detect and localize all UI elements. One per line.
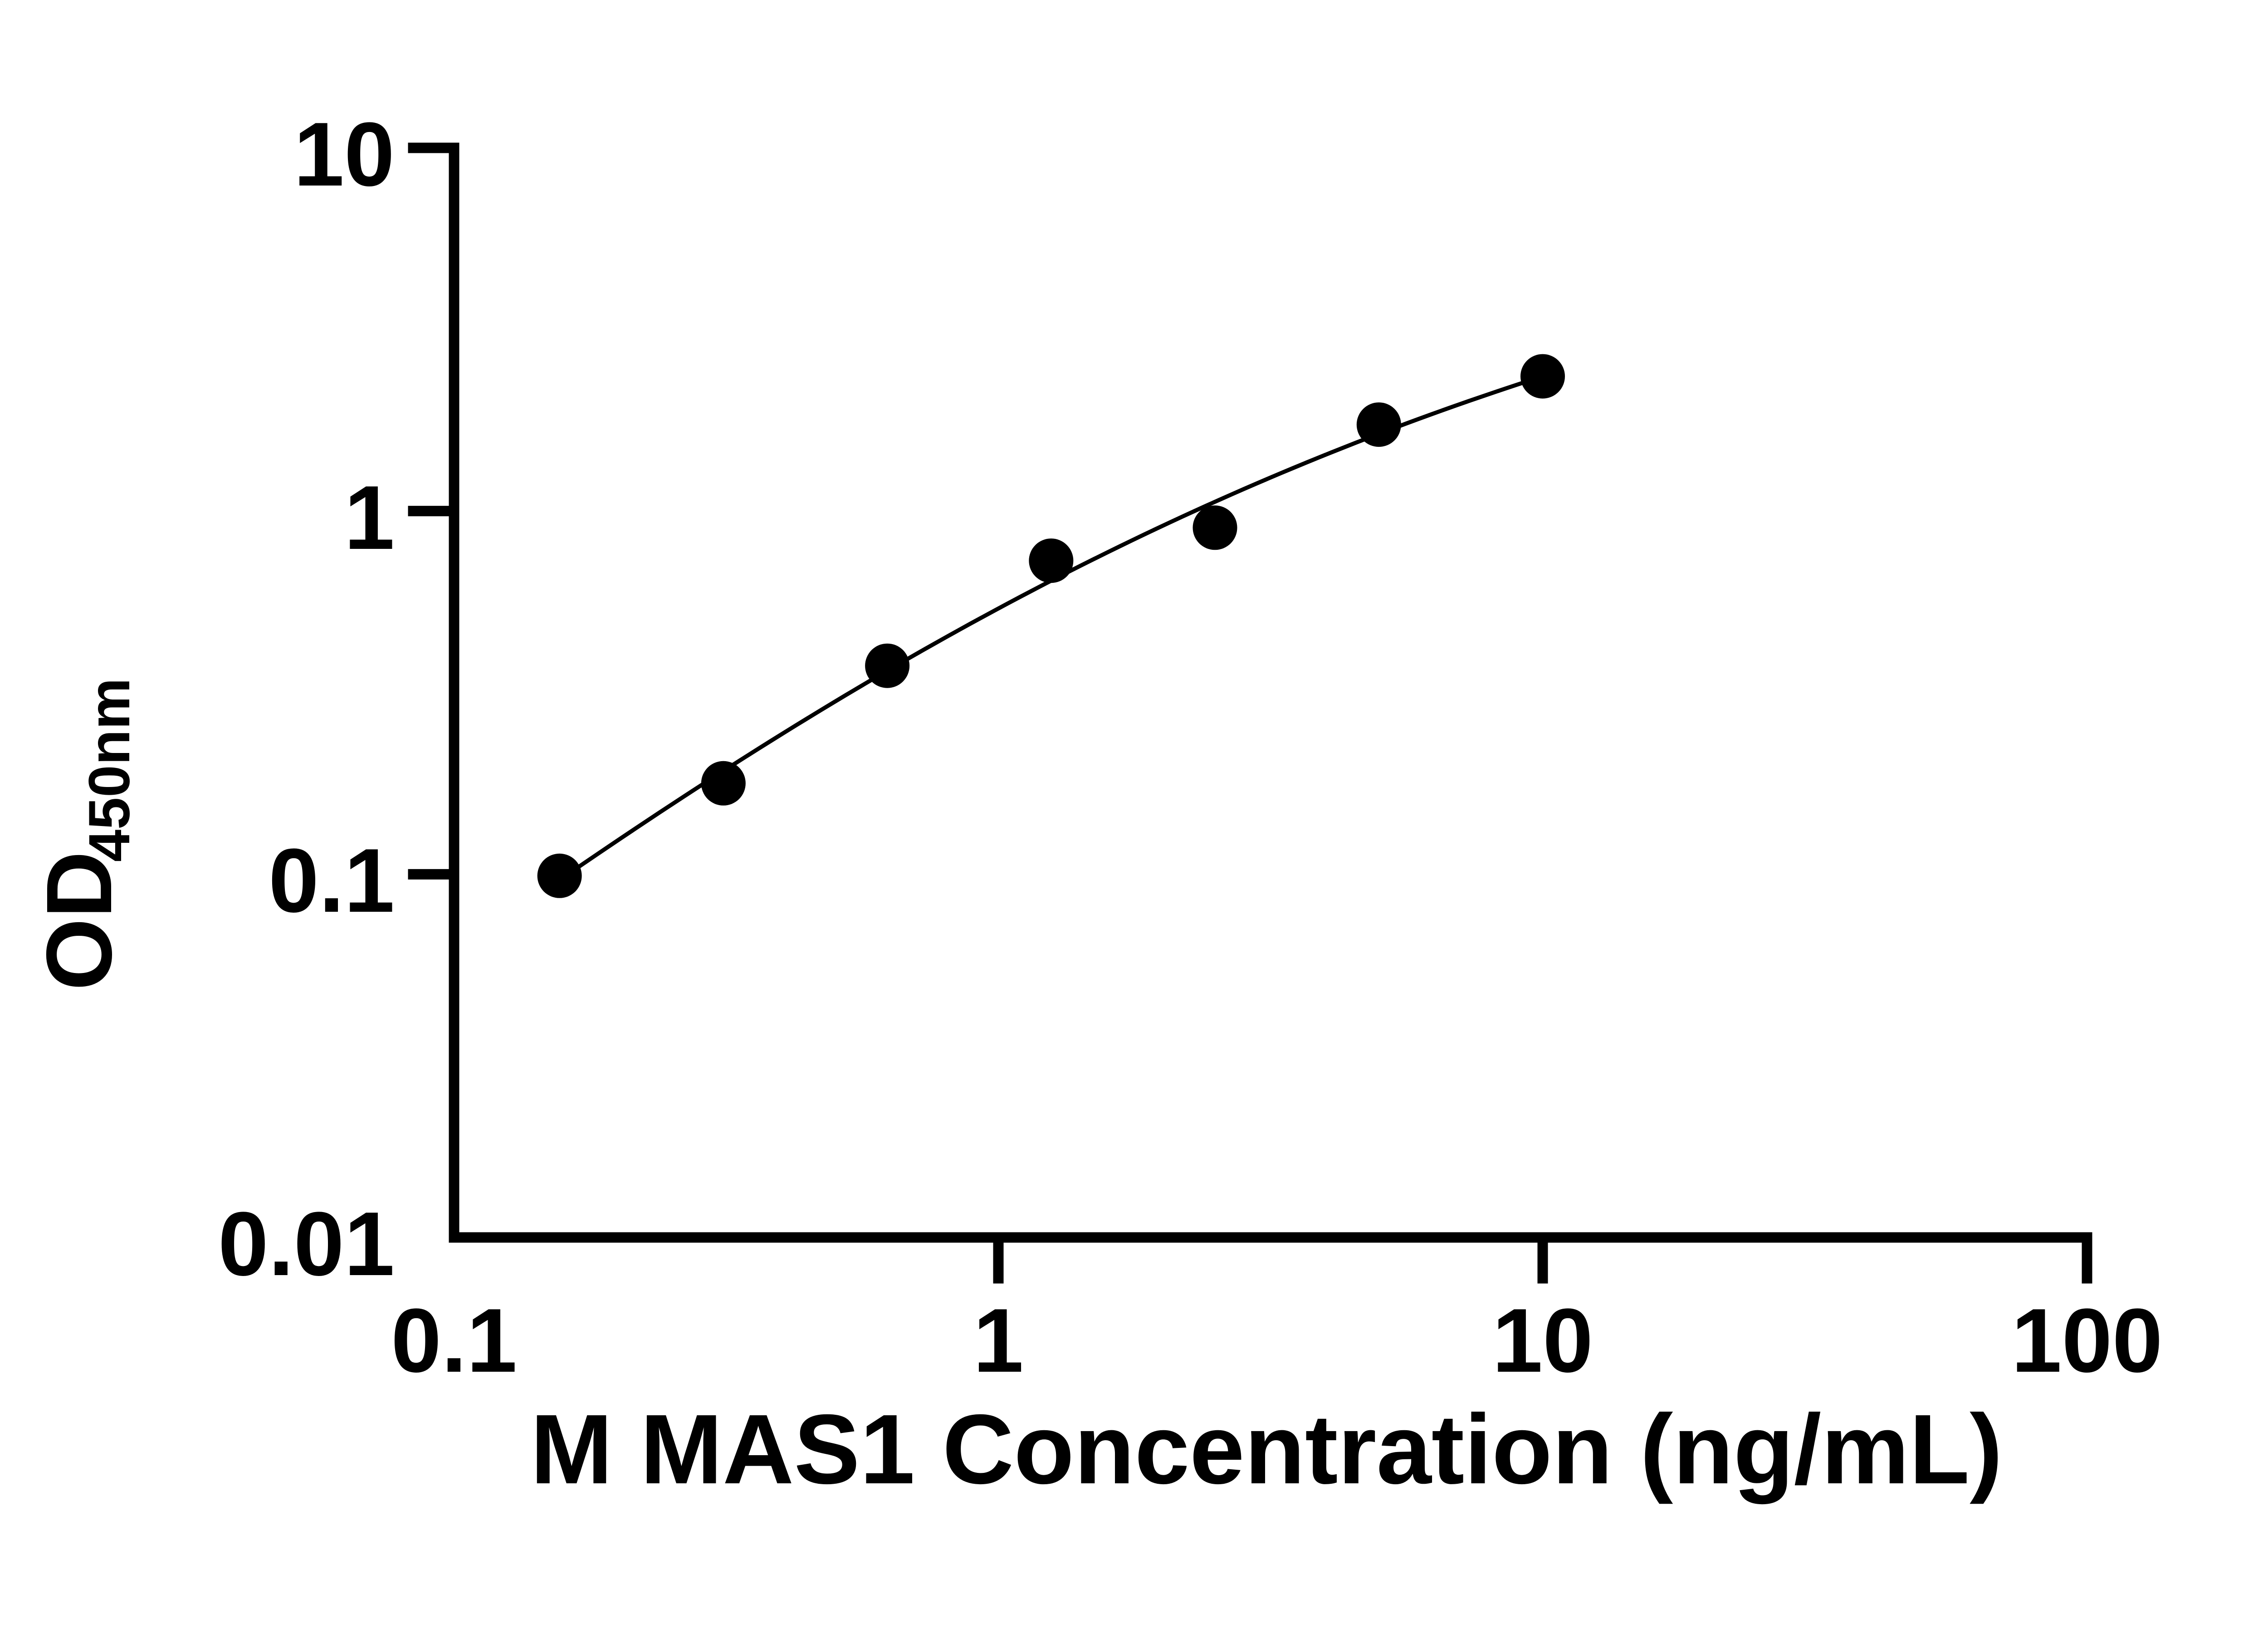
- svg-text:0.1: 0.1: [391, 1290, 517, 1391]
- svg-text:1: 1: [973, 1290, 1023, 1391]
- svg-text:100: 100: [2011, 1290, 2163, 1391]
- svg-text:1: 1: [344, 467, 395, 568]
- svg-text:0.01: 0.01: [218, 1193, 395, 1295]
- svg-text:450nm: 450nm: [77, 678, 142, 862]
- svg-text:10: 10: [1492, 1290, 1593, 1391]
- svg-text:10: 10: [294, 104, 395, 205]
- svg-text:0.1: 0.1: [269, 830, 395, 931]
- svg-text:M MAS1 Concentration (ng/mL): M MAS1 Concentration (ng/mL): [530, 1394, 2003, 1505]
- svg-text:OD: OD: [27, 851, 131, 991]
